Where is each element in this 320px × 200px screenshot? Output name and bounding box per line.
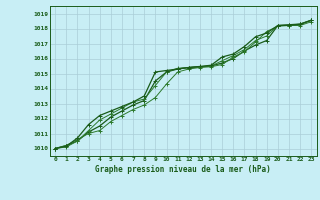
X-axis label: Graphe pression niveau de la mer (hPa): Graphe pression niveau de la mer (hPa) <box>95 165 271 174</box>
